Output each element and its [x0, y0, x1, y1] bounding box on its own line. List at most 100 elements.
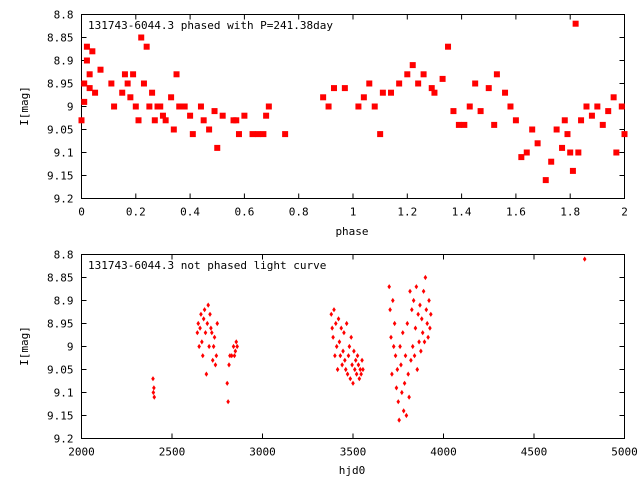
unphased-data-point — [211, 343, 216, 350]
phased-data-point — [282, 131, 289, 138]
phased-data-point — [263, 112, 270, 119]
phased-data-point — [439, 75, 446, 82]
unphased-data-point — [421, 288, 426, 294]
phased-x-tick-label: 1 — [350, 206, 357, 219]
phased-data-point — [149, 89, 156, 96]
unphased-data-point — [409, 357, 413, 363]
phased-y-tick-label: 8.95 — [47, 78, 74, 91]
unphased-data-point — [417, 339, 421, 345]
unphased-points — [151, 256, 587, 423]
phased-data-point — [320, 94, 327, 101]
unphased-data-point — [343, 357, 347, 363]
phased-y-tick-label: 9 — [67, 101, 74, 114]
phased-data-point — [108, 80, 115, 87]
phased-data-point — [111, 103, 118, 110]
phased-x-tick-label: 1.4 — [452, 206, 472, 219]
unphased-data-point — [332, 307, 336, 313]
phased-data-point — [559, 144, 566, 151]
unphased-data-point — [400, 330, 405, 336]
phased-data-point — [241, 112, 248, 119]
unphased-data-point — [340, 362, 344, 368]
phased-data-point — [254, 131, 261, 138]
phased-data-point — [330, 85, 337, 92]
unphased-data-point — [428, 325, 432, 331]
phased-y-tick-label: 9.2 — [54, 193, 74, 206]
unphased-data-point — [388, 307, 392, 313]
unphased-data-point — [427, 297, 431, 304]
phased-data-point — [97, 66, 104, 73]
unphased-y-tick-label: 9.2 — [54, 433, 74, 446]
phased-data-point — [173, 71, 180, 78]
unphased-data-point — [334, 343, 339, 350]
unphased-chart-title: 131743-6044.3 not phased light curve — [88, 259, 326, 272]
unphased-data-point — [339, 325, 344, 331]
phased-x-tick-label: 0.6 — [234, 206, 254, 219]
unphased-data-point — [212, 334, 217, 340]
phased-data-point — [371, 103, 378, 110]
phased-data-point — [78, 117, 85, 124]
phased-data-point — [396, 80, 403, 87]
phased-data-point — [162, 117, 169, 124]
phased-x-tick-label: 1.8 — [560, 206, 580, 219]
phased-x-axis-label: phase — [335, 225, 368, 238]
unphased-y-tick-label: 8.85 — [47, 272, 74, 285]
unphased-data-point — [406, 371, 411, 377]
phased-data-point — [89, 48, 96, 55]
unphased-y-tick-label: 8.9 — [54, 295, 74, 308]
unphased-data-point — [231, 343, 236, 350]
phased-panel: 131743-6044.3 phased with P=241.38day ph… — [18, 9, 628, 239]
unphased-data-point — [234, 339, 239, 345]
phased-data-point — [86, 71, 93, 78]
unphased-data-point — [404, 412, 409, 419]
phased-data-point — [81, 80, 88, 87]
phased-data-point — [151, 117, 158, 124]
unphased-data-point — [152, 385, 156, 391]
phased-data-point — [159, 112, 166, 119]
unphased-data-point — [228, 353, 232, 359]
unphased-data-point — [209, 325, 213, 331]
phased-data-point — [455, 121, 462, 128]
unphased-data-point — [203, 330, 208, 336]
phased-data-point — [605, 108, 612, 115]
unphased-y-tick-label: 8.8 — [54, 249, 74, 262]
phased-data-point — [138, 34, 145, 41]
unphased-data-point — [353, 366, 357, 373]
phased-y-tick-label: 8.85 — [47, 32, 74, 45]
phased-data-point — [81, 98, 88, 105]
unphased-data-point — [357, 376, 362, 382]
phased-data-point — [157, 103, 164, 110]
unphased-data-point — [338, 353, 343, 359]
phased-data-point — [523, 149, 530, 156]
phased-data-point — [146, 103, 153, 110]
unphased-data-point — [225, 380, 230, 386]
unphased-data-point — [423, 274, 428, 281]
phased-data-point — [493, 71, 500, 78]
unphased-data-point — [215, 320, 220, 327]
phased-data-point — [260, 131, 267, 138]
unphased-x-tick-label: 3500 — [340, 446, 367, 459]
unphased-data-point — [329, 311, 334, 317]
unphased-data-point — [208, 311, 212, 317]
unphased-y-axis-label: I[mag] — [18, 326, 31, 366]
phased-data-point — [168, 94, 175, 101]
phased-data-point — [124, 80, 131, 87]
phased-data-point — [466, 103, 473, 110]
unphased-data-point — [391, 343, 396, 350]
phased-data-point — [491, 121, 498, 128]
phased-y-tick-label: 9.15 — [47, 170, 74, 183]
phased-data-point — [507, 103, 514, 110]
unphased-data-point — [196, 320, 201, 327]
unphased-data-point — [429, 311, 433, 317]
unphased-data-point — [351, 380, 355, 386]
phased-data-point — [618, 103, 625, 110]
phased-data-point — [127, 94, 134, 101]
unphased-data-point — [333, 353, 337, 359]
unphased-data-point — [210, 330, 214, 336]
unphased-data-point — [582, 256, 587, 262]
unphased-y-tick-label: 9.05 — [47, 364, 74, 377]
unphased-data-point — [410, 343, 415, 350]
unphased-data-point — [207, 343, 211, 350]
unphased-data-point — [200, 353, 205, 359]
phased-data-point — [548, 158, 555, 165]
unphased-data-point — [344, 320, 349, 327]
